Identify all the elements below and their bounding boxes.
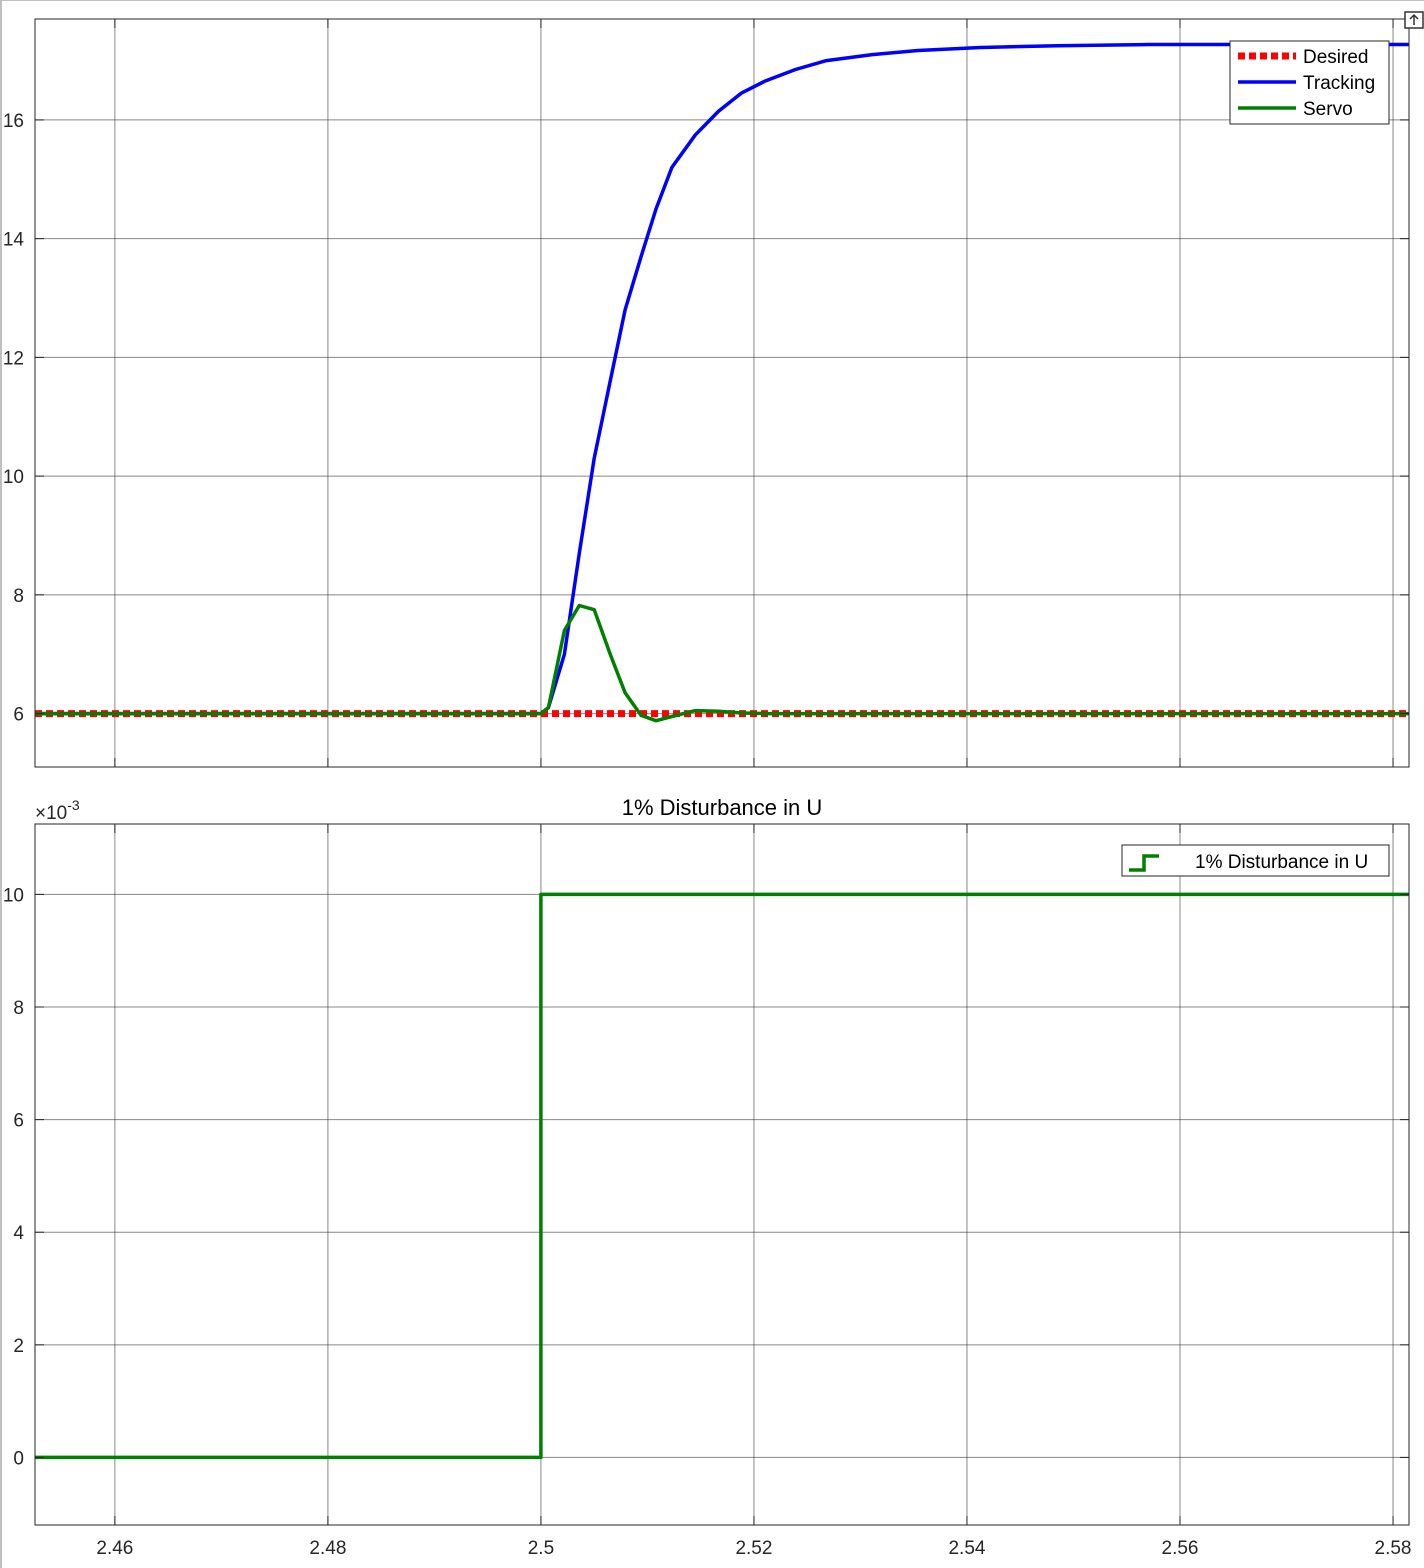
x-tick-label: 2.58 — [1375, 1538, 1412, 1559]
top-axes-grid — [35, 19, 1409, 767]
bottom-axes-title: 1% Disturbance in U — [622, 795, 823, 820]
bottom-axes: 2.46 2.48 2.5 2.52 2.54 2.56 2.58 0 2 4 6 8 10 1% Di… — [3, 795, 1412, 1559]
top-legend[interactable]: Desired Tracking Servo — [1229, 40, 1390, 125]
y-exponent-power: -3 — [67, 797, 80, 813]
top-axes: 6 8 10 12 14 16 Desired Tracking Servo — [3, 11, 1424, 768]
legend-swatch-stairs — [1129, 854, 1159, 872]
y-exponent-base: ×10 — [35, 803, 67, 824]
legend-label-disturbance: 1% Disturbance in U — [1195, 852, 1368, 873]
bottom-legend-box — [1121, 844, 1390, 877]
series-line-1-disturbance-in-u — [35, 892, 1409, 1460]
x-tick-label: 2.56 — [1162, 1538, 1199, 1559]
y-tick-label: 10 — [3, 467, 24, 488]
y-tick-label: 16 — [3, 111, 24, 132]
x-tick-label: 2.46 — [96, 1538, 133, 1559]
y-tick-label: 2 — [13, 1336, 24, 1357]
legend-label-servo: Servo — [1303, 99, 1353, 120]
top-axes-ticks: 6 8 10 12 14 16 — [3, 19, 1409, 767]
x-tick-label: 2.5 — [528, 1538, 554, 1559]
y-tick-label: 0 — [13, 1448, 24, 1469]
bottom-axes-box — [34, 823, 1410, 1526]
series-line-servo — [35, 603, 1409, 723]
y-tick-label: 14 — [3, 230, 25, 251]
y-tick-label: 6 — [13, 1111, 24, 1132]
bottom-axes-ticks: 2.46 2.48 2.5 2.52 2.54 2.56 2.58 0 2 4 6 8 10 — [3, 824, 1412, 1559]
y-tick-label: 8 — [13, 998, 24, 1019]
top-axes-series — [35, 42, 1409, 723]
left-edge-bar — [0, 0, 2, 1568]
export-icon[interactable] — [1404, 11, 1424, 29]
y-tick-label: 12 — [3, 348, 24, 369]
x-tick-label: 2.52 — [735, 1538, 772, 1559]
bottom-legend[interactable]: 1% Disturbance in U — [1121, 844, 1390, 877]
top-axes-background — [35, 19, 1409, 767]
y-tick-label: 8 — [13, 586, 24, 607]
y-tick-label: 4 — [13, 1223, 24, 1244]
legend-label-desired: Desired — [1303, 47, 1368, 68]
legend-label-tracking: Tracking — [1303, 73, 1375, 94]
bottom-axes-background — [35, 824, 1409, 1525]
y-tick-label: 6 — [13, 705, 24, 726]
x-tick-label: 2.48 — [309, 1538, 346, 1559]
x-tick-label: 2.54 — [948, 1538, 985, 1559]
y-tick-label: 10 — [3, 885, 24, 906]
top-axes-box — [34, 18, 1410, 768]
y-exponent-label: ×10-3 — [35, 797, 80, 824]
bottom-axes-series — [35, 892, 1409, 1460]
series-line-tracking — [35, 42, 1409, 716]
